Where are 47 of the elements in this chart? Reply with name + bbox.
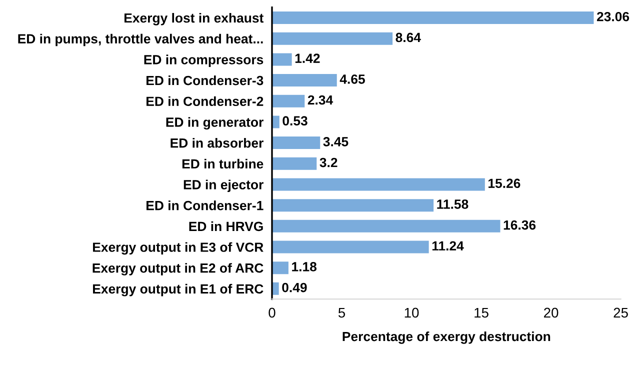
x-axis-title: Percentage of exergy destruction	[342, 331, 550, 344]
data-label: 11.58	[437, 200, 468, 209]
bar	[272, 157, 317, 170]
x-tick-label: 20	[544, 308, 558, 318]
bar	[272, 262, 288, 274]
y-tick-label: ED in generator	[166, 117, 264, 130]
data-label: 4.65	[340, 74, 365, 84]
x-tick-label: 10	[404, 308, 419, 318]
data-label: 1.42	[295, 54, 320, 63]
y-tick-label: ED in compressors	[144, 54, 264, 67]
x-tick-label: 5	[338, 308, 346, 318]
bar	[272, 94, 305, 108]
bar	[272, 178, 485, 191]
bar	[272, 199, 434, 212]
bar	[272, 136, 320, 150]
data-label: 23.06	[596, 12, 630, 22]
bar	[272, 74, 337, 87]
y-tick-label: Exergy lost in exhaust	[124, 12, 264, 26]
data-label: 1.18	[292, 262, 317, 272]
bar	[272, 240, 429, 254]
y-tick-label: ED in Condenser-3	[146, 76, 264, 86]
data-label: 15.26	[488, 178, 520, 188]
data-label: 0.49	[282, 282, 307, 292]
y-tick-label: ED in Condenser-2	[146, 96, 264, 106]
x-tick-label: 25	[614, 308, 628, 318]
y-tick-label: Exergy output in E2 of ARC	[92, 263, 264, 276]
x-tick-label: 0	[268, 308, 276, 318]
y-tick-label: Exergy output in E1 of ERC	[93, 284, 264, 296]
y-tick-label: ED in absorber	[170, 138, 264, 148]
data-label: 0.53	[282, 116, 308, 126]
y-tick-label: ED in HRVG	[189, 221, 263, 232]
x-tick-label: 15	[474, 308, 488, 318]
bar	[272, 220, 500, 232]
data-label: 11.24	[432, 241, 464, 250]
data-label: 3.2	[320, 158, 338, 168]
data-label: 2.34	[308, 95, 334, 105]
y-tick-label: Exergy output in E3 of VCR	[93, 242, 264, 255]
data-label: 3.45	[323, 137, 348, 146]
y-tick-label: ED in Condenser-1	[146, 200, 264, 210]
data-label: 16.36	[504, 220, 536, 230]
data-label: 8.64	[396, 32, 421, 42]
bar	[272, 53, 292, 66]
bar	[272, 32, 393, 45]
y-tick-label: ED in turbine	[182, 158, 264, 169]
y-tick-label: ED in ejector	[184, 180, 264, 192]
y-tick-label: ED in pumps, throttle valves and heat...	[18, 34, 263, 46]
bar	[272, 12, 594, 24]
